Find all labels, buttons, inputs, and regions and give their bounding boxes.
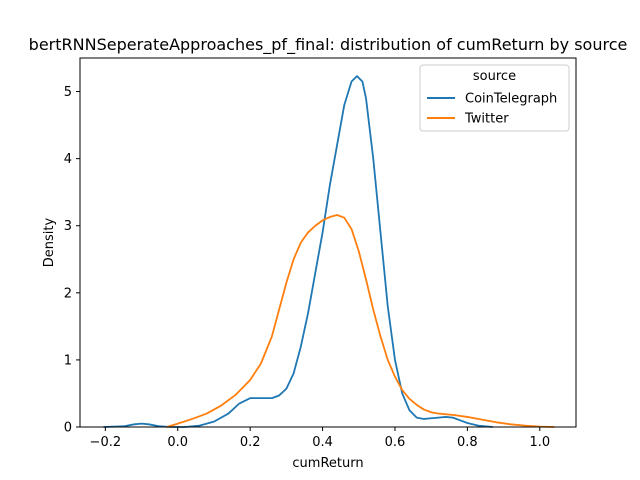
plot-area	[79, 57, 577, 428]
y-tick-label: 5	[64, 85, 72, 100]
y-tick-label: 1	[64, 353, 72, 368]
y-tick-label: 0	[64, 421, 72, 436]
legend-title: source	[473, 69, 516, 84]
plot-frame	[79, 57, 577, 428]
y-tick-label: 3	[64, 219, 72, 234]
y-tick-label: 4	[64, 152, 72, 167]
x-tick-label: 0.8	[457, 435, 478, 450]
series-line-twitter	[166, 214, 555, 428]
legend-box	[419, 64, 570, 132]
y-tick-label: 2	[64, 286, 72, 301]
y-axis-ticks: 0 1 2 3 4 5	[64, 85, 80, 436]
chart-title: bertRNNSeperateApproaches_pf_final: dist…	[29, 35, 628, 55]
x-tick-label: 0.6	[385, 435, 406, 450]
y-axis-label: Density	[42, 217, 57, 267]
x-axis-ticks: −0.2 0.0 0.2 0.4 0.6 0.8 1.0	[90, 427, 550, 450]
x-tick-label: 0.4	[312, 435, 333, 450]
x-axis-label: cumReturn	[292, 456, 363, 471]
x-tick-label: 0.0	[167, 435, 188, 450]
x-tick-label: −0.2	[90, 435, 122, 450]
legend: source CoinTelegraph Twitter	[419, 64, 570, 132]
legend-label-coin-telegraph: CoinTelegraph	[465, 92, 557, 107]
x-tick-label: 0.2	[240, 435, 261, 450]
x-tick-label: 1.0	[529, 435, 550, 450]
legend-label-twitter: Twitter	[464, 112, 509, 127]
